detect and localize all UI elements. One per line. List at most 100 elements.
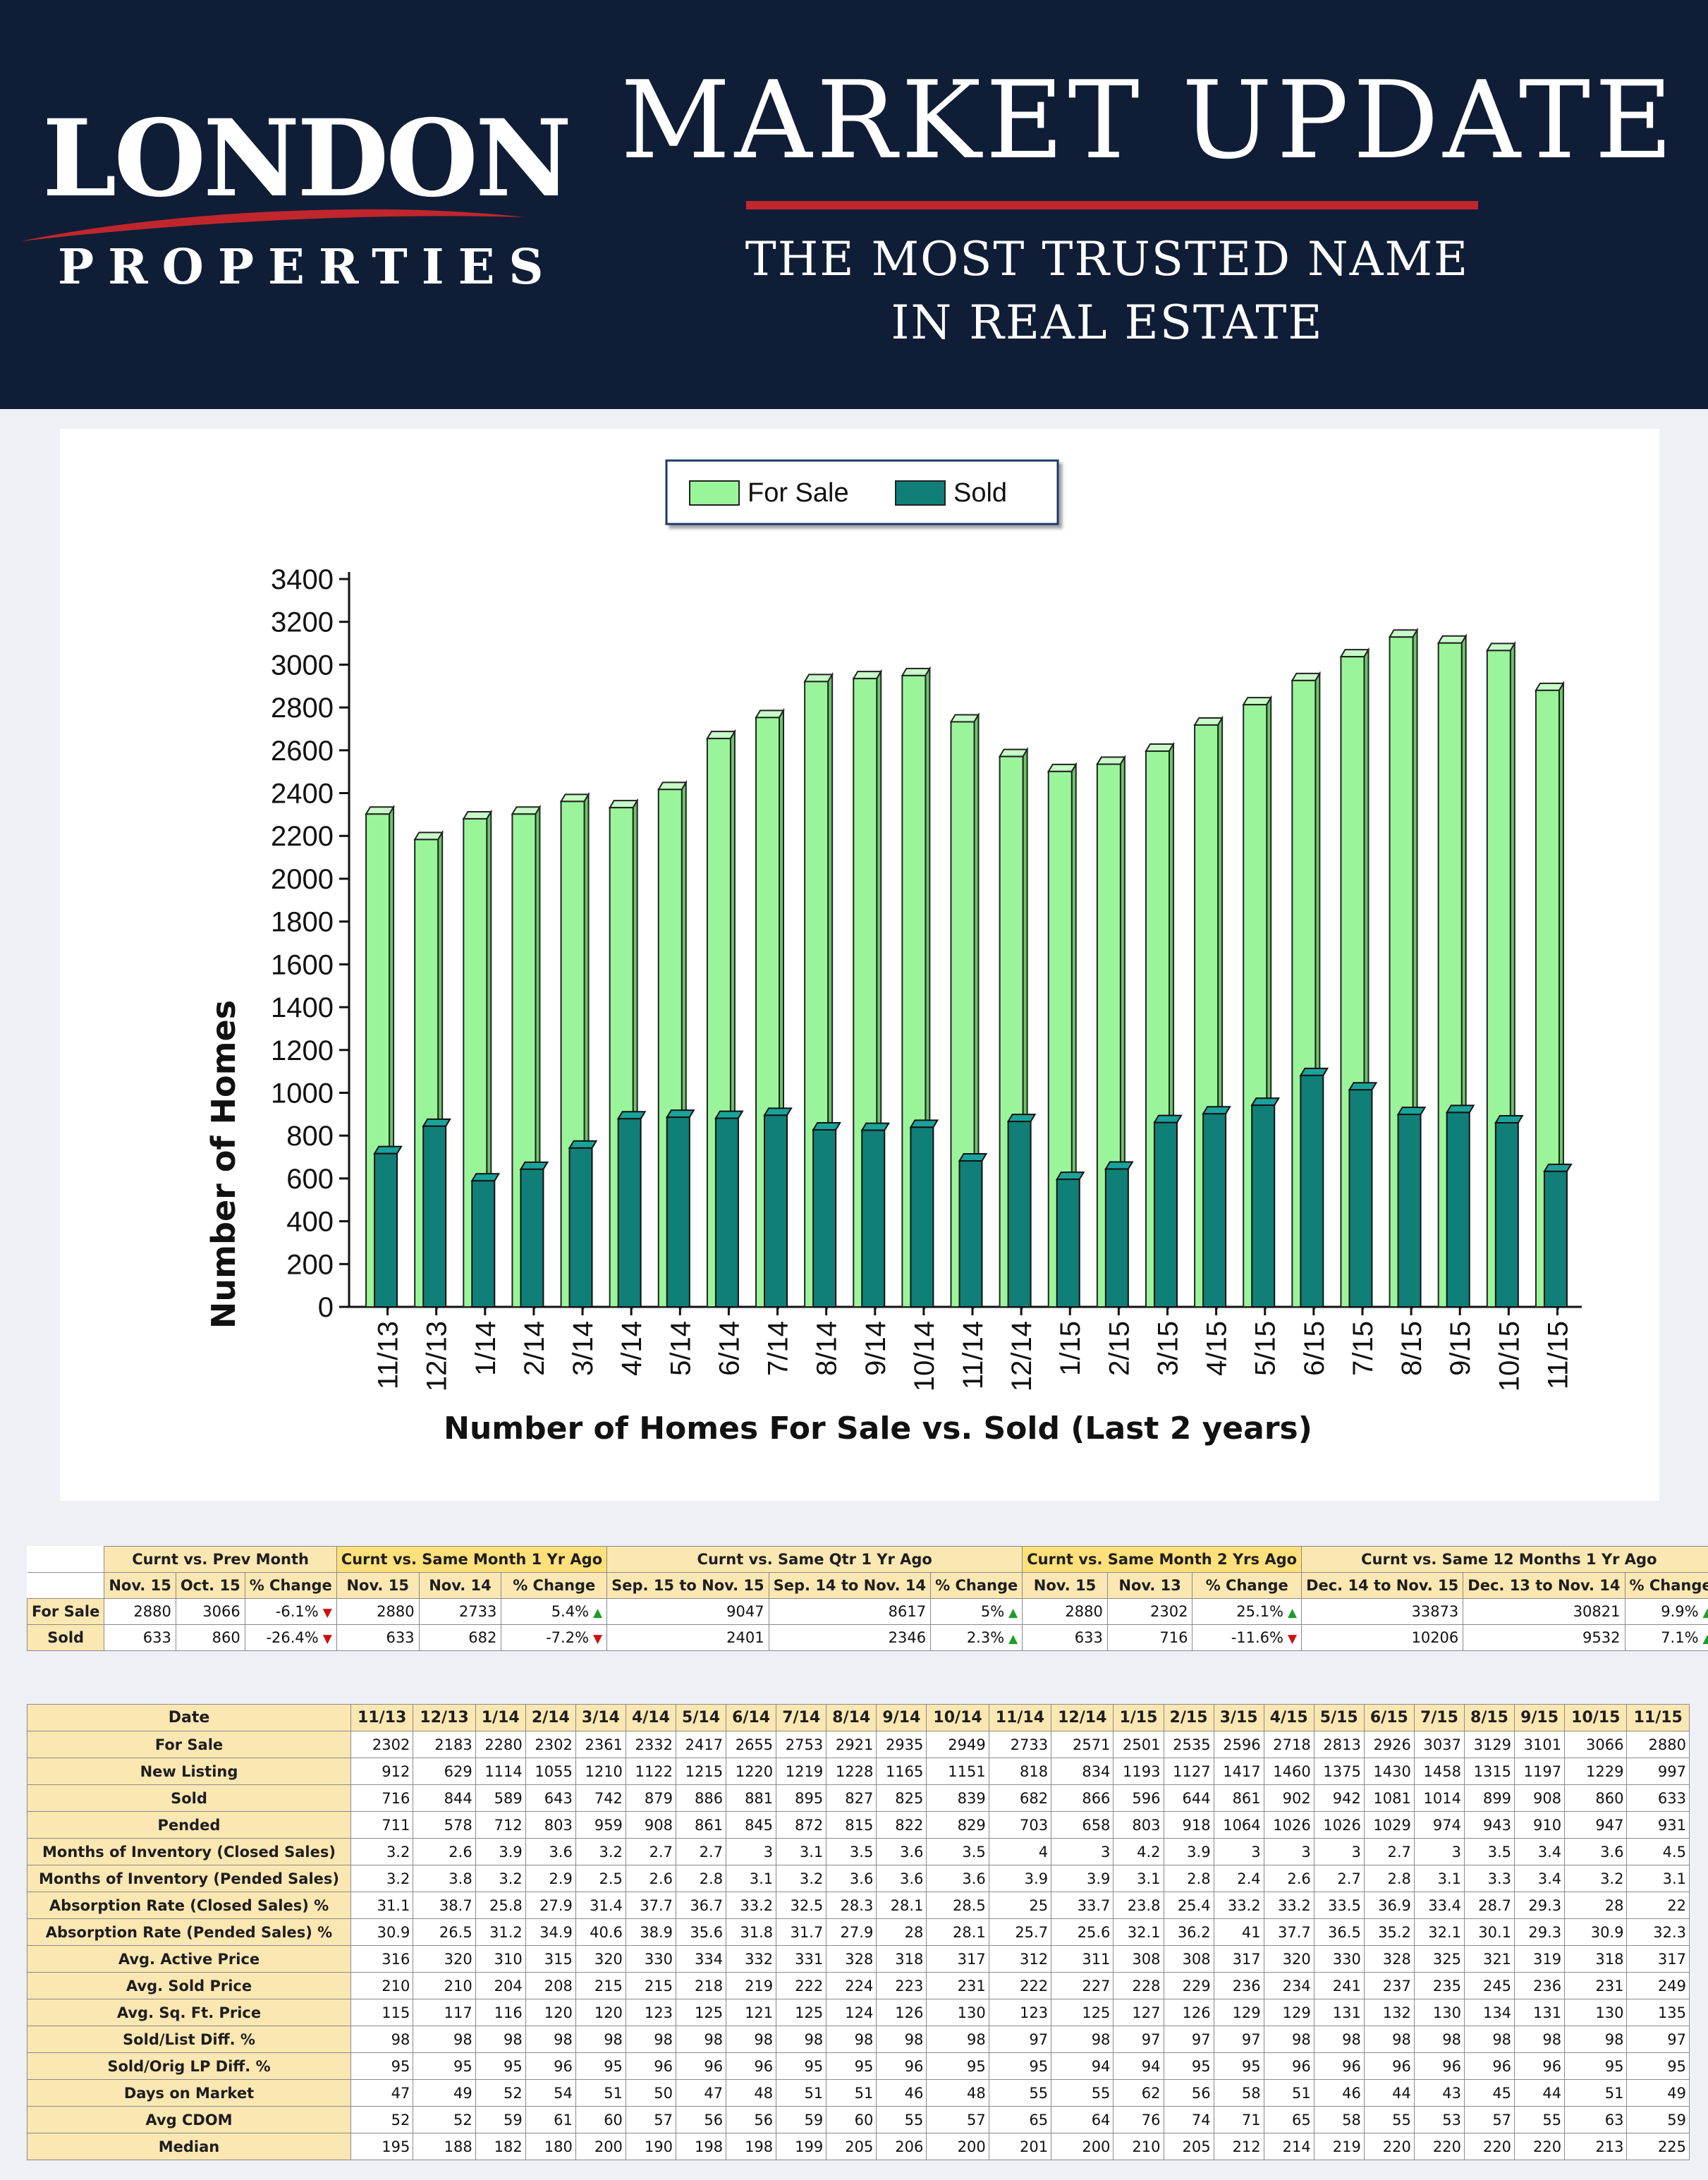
date-column-header: 4/14 — [625, 1704, 677, 1731]
stats-cell: 95 — [475, 2052, 526, 2080]
x-tick-label: 6/14 — [714, 1321, 745, 1376]
stats-row-label: Pended — [27, 1811, 351, 1839]
stats-cell: 213 — [1564, 2133, 1628, 2160]
date-column-header: 7/15 — [1413, 1704, 1465, 1731]
summary-cell-text: 860 — [212, 1629, 240, 1646]
stats-cell: 44 — [1514, 2079, 1566, 2107]
stats-cell: 25 — [988, 1892, 1052, 1919]
stats-cell: 97 — [1626, 2026, 1690, 2053]
stats-cell: 629 — [413, 1758, 476, 1785]
stats-cell: 98 — [575, 2026, 626, 2053]
summary-percent-cell: -6.1% ▼ — [244, 1598, 337, 1625]
y-tick-label: 3200 — [271, 607, 334, 638]
stats-cell: 2.8 — [1363, 1865, 1415, 1892]
summary-cell-text: 5% — [980, 1603, 1005, 1620]
summary-cell-text: 633 — [1074, 1629, 1103, 1646]
stats-cell: 30.9 — [1564, 1918, 1628, 1946]
sold-bar-top — [1348, 1082, 1378, 1091]
stats-cell: 3.9 — [475, 1838, 526, 1865]
sold-bar — [812, 1128, 837, 1308]
summary-row: Sold 633 860 -26.4% ▼ 633 682 -7.2% ▼ 2401 2346 2.3… — [26, 1624, 1708, 1651]
summary-column-header: % Change — [930, 1572, 1023, 1599]
stats-cell: 38.9 — [625, 1918, 677, 1946]
summary-cell-text: 716 — [1159, 1629, 1188, 1646]
stats-cell: 61 — [525, 2106, 576, 2133]
stats-cell: 3 — [1051, 1838, 1114, 1865]
stats-cell: 2361 — [575, 1731, 626, 1758]
stats-cell: 96 — [1463, 2052, 1515, 2080]
summary-cell-text: -11.6% — [1231, 1629, 1283, 1646]
stats-cell: 74 — [1163, 2106, 1214, 2133]
stats-cell: 1114 — [475, 1758, 526, 1785]
stats-cell: 1220 — [726, 1758, 777, 1785]
x-tick-label: 6/15 — [1299, 1321, 1330, 1376]
stats-cell: 33.5 — [1313, 1892, 1365, 1919]
stats-cell: 96 — [525, 2052, 576, 2080]
stats-cell: 96 — [1263, 2052, 1314, 2080]
sold-bar — [1251, 1104, 1276, 1308]
legend-label-for-sale: For Sale — [748, 478, 849, 508]
stats-cell: 95 — [1163, 2052, 1214, 2080]
sold-bar — [1056, 1179, 1080, 1308]
stats-row: New Listing 912 629 1114 1055 1210 1122 1215 122… — [27, 1758, 1690, 1785]
stats-cell: 2949 — [926, 1731, 989, 1758]
sold-bar — [568, 1147, 593, 1308]
stats-cell: 316 — [350, 1945, 414, 1973]
summary-value-cell: 2880 — [336, 1598, 420, 1625]
stats-cell: 190 — [625, 2133, 677, 2160]
stats-cell: 33.2 — [726, 1892, 777, 1919]
stats-cell: 902 — [1263, 1784, 1314, 1812]
sold-bar-top — [470, 1173, 501, 1182]
sold-bar — [422, 1125, 447, 1308]
stats-row: Avg. Active Price 316 320 310 315 320 330 334 33… — [27, 1945, 1690, 1973]
stats-row: Absorption Rate (Closed Sales) % 31.1 38.7… — [27, 1892, 1690, 1919]
stats-row: For Sale 2302 2183 2280 2302 2361 2332 2417 2655… — [27, 1731, 1690, 1758]
stats-cell: 3 — [1313, 1838, 1365, 1865]
sold-bar-top — [714, 1110, 744, 1119]
stats-cell: 1151 — [926, 1758, 989, 1785]
stats-cell: 44 — [1363, 2079, 1415, 2107]
stats-cell: 28 — [876, 1918, 927, 1946]
legend-swatch-sold — [895, 480, 946, 506]
legend-label-sold: Sold — [953, 478, 1007, 508]
stats-cell: 98 — [1463, 2026, 1515, 2053]
stats-cell: 3.6 — [876, 1838, 927, 1865]
stats-cell: 131 — [1514, 1999, 1566, 2026]
stats-cell: 55 — [1051, 2079, 1114, 2107]
date-header: Date — [27, 1704, 351, 1731]
sold-bar-top — [1299, 1067, 1329, 1076]
stats-cell: 742 — [575, 1784, 626, 1812]
stats-cell: 60 — [826, 2106, 877, 2133]
stats-cell: 98 — [1363, 2026, 1415, 2053]
summary-value-cell: 2733 — [418, 1598, 502, 1625]
stats-cell: 96 — [876, 2052, 927, 2080]
summary-percent-cell: 7.1% ▲ — [1624, 1624, 1708, 1651]
stats-cell: 860 — [1564, 1784, 1628, 1812]
summary-column-header: Nov. 15 — [1022, 1572, 1108, 1599]
logo-wordmark: LONDON — [42, 97, 572, 221]
stats-cell: 2753 — [776, 1731, 827, 1758]
stats-cell: 2921 — [826, 1731, 877, 1758]
stats-cell: 3 — [1263, 1838, 1314, 1865]
sold-bar-top — [1396, 1107, 1427, 1116]
stats-cell: 3.1 — [1113, 1865, 1164, 1892]
stats-cell: 30.9 — [350, 1918, 414, 1946]
sold-bar — [1543, 1170, 1568, 1308]
stats-cell: 879 — [625, 1784, 677, 1812]
x-tick-label: 9/15 — [1445, 1321, 1476, 1376]
stats-cell: 97 — [1163, 2026, 1214, 2053]
stats-cell: 229 — [1163, 1972, 1214, 1999]
stats-cell: 56 — [1163, 2079, 1214, 2107]
summary-column-header: Nov. 15 — [336, 1572, 420, 1599]
stats-cell: 942 — [1313, 1784, 1365, 1812]
stats-cell: 123 — [988, 1999, 1052, 2026]
stats-cell: 2926 — [1363, 1731, 1415, 1758]
stats-cell: 2501 — [1113, 1731, 1164, 1758]
stats-cell: 36.7 — [675, 1892, 727, 1919]
stats-cell: 56 — [726, 2106, 777, 2133]
stats-cell: 59 — [475, 2106, 526, 2133]
stats-cell: 918 — [1163, 1811, 1214, 1839]
stats-cell: 116 — [475, 1999, 526, 2026]
stats-cell: 121 — [726, 1999, 777, 2026]
stats-cell: 28 — [1564, 1892, 1628, 1919]
